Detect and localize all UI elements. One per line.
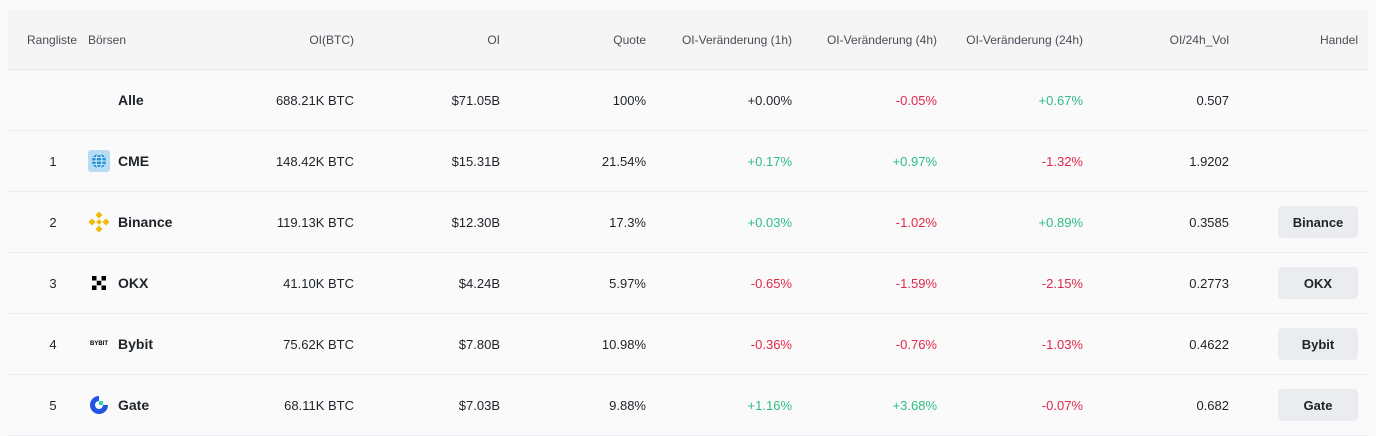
oi-vol-cell: 0.507 bbox=[1196, 92, 1229, 108]
exchange-name: OKX bbox=[118, 275, 149, 291]
table-header: Rangliste Börsen OI(BTC) OI Quote OI-Ver… bbox=[8, 10, 1368, 70]
oi-change-4h-cell: -0.05% bbox=[895, 92, 937, 108]
table-row-okx[interactable]: 3 OKX 41.10K BTC $4.24B 5.97% -0.65% -1.… bbox=[8, 253, 1368, 314]
table-row-cme[interactable]: 1 CME 148.42K BTC $15.31B 21.54% +0.17% … bbox=[8, 131, 1368, 192]
oi-change-24h-cell: -1.03% bbox=[1041, 336, 1083, 352]
exchange-cell: BYBIT Bybit bbox=[88, 314, 153, 374]
oi-vol-cell: 0.2773 bbox=[1189, 275, 1229, 291]
exchange-cell: CME bbox=[88, 131, 149, 191]
header-quote[interactable]: Quote bbox=[613, 32, 646, 47]
trade-cell: Binance bbox=[1278, 192, 1358, 252]
exchange-cell: Binance bbox=[88, 192, 172, 252]
oi-change-4h-cell: -1.02% bbox=[895, 214, 937, 230]
bybit-logo-icon: BYBIT bbox=[88, 333, 110, 355]
header-oi-change-24h[interactable]: OI-Veränderung (24h) bbox=[966, 32, 1083, 47]
oi-btc-cell: 68.11K BTC bbox=[284, 397, 354, 413]
quote-cell: 100% bbox=[612, 92, 646, 108]
oi-change-24h-cell: -0.07% bbox=[1041, 397, 1083, 413]
header-oi-btc[interactable]: OI(BTC) bbox=[309, 32, 354, 47]
oi-change-1h-cell: +0.03% bbox=[747, 214, 792, 230]
oi-btc-cell: 688.21K BTC bbox=[275, 92, 354, 108]
oi-change-24h-cell: -1.32% bbox=[1041, 153, 1083, 169]
table-row-bybit[interactable]: 4 BYBIT Bybit 75.62K BTC $7.80B 10.98% -… bbox=[8, 314, 1368, 375]
oi-cell: $7.80B bbox=[458, 336, 500, 352]
trade-button-gate[interactable]: Gate bbox=[1278, 389, 1358, 421]
oi-change-1h-cell: +0.00% bbox=[747, 92, 792, 108]
header-trade: Handel bbox=[1319, 32, 1358, 47]
gate-logo-icon bbox=[88, 394, 110, 416]
table-row-binance[interactable]: 2 Binance 119.13K BTC $12.30B 17.3% +0.0… bbox=[8, 192, 1368, 253]
quote-cell: 5.97% bbox=[609, 275, 646, 291]
exchange-cell: OKX bbox=[88, 253, 148, 313]
rank-cell: 4 bbox=[49, 336, 57, 352]
rank-cell: 3 bbox=[49, 275, 57, 291]
quote-cell: 9.88% bbox=[609, 397, 646, 413]
okx-logo-icon bbox=[88, 272, 110, 294]
rank-cell: 2 bbox=[49, 214, 57, 230]
oi-btc-cell: 148.42K BTC bbox=[275, 153, 354, 169]
oi-change-1h-cell: -0.65% bbox=[750, 275, 792, 291]
exchange-name: Alle bbox=[118, 92, 144, 108]
oi-change-1h-cell: +1.16% bbox=[747, 397, 792, 413]
oi-vol-cell: 1.9202 bbox=[1189, 153, 1229, 169]
oi-vol-cell: 0.3585 bbox=[1189, 214, 1229, 230]
quote-cell: 21.54% bbox=[601, 153, 646, 169]
table-row-alle[interactable]: Alle 688.21K BTC $71.05B 100% +0.00% -0.… bbox=[8, 70, 1368, 131]
cme-globe-icon bbox=[88, 150, 110, 172]
oi-change-1h-cell: +0.17% bbox=[747, 153, 792, 169]
trade-cell: Bybit bbox=[1278, 314, 1358, 374]
open-interest-table: Rangliste Börsen OI(BTC) OI Quote OI-Ver… bbox=[8, 10, 1368, 436]
header-oi[interactable]: OI bbox=[487, 32, 500, 47]
oi-change-24h-cell: +0.67% bbox=[1038, 92, 1083, 108]
header-oi-vol[interactable]: OI/24h_Vol bbox=[1169, 32, 1229, 47]
oi-cell: $71.05B bbox=[451, 92, 500, 108]
trade-button-okx[interactable]: OKX bbox=[1278, 267, 1358, 299]
bybit-logo-text: BYBIT bbox=[90, 341, 108, 347]
oi-change-24h-cell: -2.15% bbox=[1041, 275, 1083, 291]
oi-cell: $15.31B bbox=[451, 153, 500, 169]
binance-logo-icon bbox=[88, 211, 110, 233]
header-oi-change-4h[interactable]: OI-Veränderung (4h) bbox=[826, 32, 937, 47]
rank-cell bbox=[38, 70, 68, 130]
oi-btc-cell: 41.10K BTC bbox=[283, 275, 354, 291]
oi-change-4h-cell: +3.68% bbox=[892, 397, 937, 413]
oi-change-24h-cell: +0.89% bbox=[1038, 214, 1083, 230]
exchange-name: Bybit bbox=[118, 336, 153, 352]
quote-cell: 17.3% bbox=[609, 214, 646, 230]
header-oi-change-1h[interactable]: OI-Veränderung (1h) bbox=[681, 32, 792, 47]
exchange-name: Binance bbox=[118, 214, 173, 230]
header-rank[interactable]: Rangliste bbox=[27, 32, 78, 47]
oi-change-4h-cell: -0.76% bbox=[895, 336, 937, 352]
oi-change-4h-cell: +0.97% bbox=[892, 153, 937, 169]
table-row-gate[interactable]: 5 Gate 68.11K BTC $7.03B 9.88% +1.16% +3… bbox=[8, 375, 1368, 436]
trade-button-bybit[interactable]: Bybit bbox=[1278, 328, 1358, 360]
oi-btc-cell: 75.62K BTC bbox=[283, 336, 354, 352]
trade-cell: OKX bbox=[1278, 253, 1358, 313]
oi-cell: $7.03B bbox=[458, 397, 500, 413]
rank-cell: 1 bbox=[49, 153, 57, 169]
trade-cell: Gate bbox=[1278, 375, 1358, 435]
exchange-name: CME bbox=[118, 153, 150, 169]
oi-cell: $12.30B bbox=[451, 214, 500, 230]
rank-cell: 5 bbox=[49, 397, 57, 413]
oi-cell: $4.24B bbox=[458, 275, 500, 291]
exchange-cell: Alle bbox=[88, 70, 144, 130]
oi-change-4h-cell: -1.59% bbox=[895, 275, 937, 291]
exchange-name: Gate bbox=[118, 397, 150, 413]
oi-vol-cell: 0.4622 bbox=[1189, 336, 1229, 352]
oi-vol-cell: 0.682 bbox=[1196, 397, 1229, 413]
header-exchange[interactable]: Börsen bbox=[88, 32, 127, 47]
quote-cell: 10.98% bbox=[601, 336, 646, 352]
trade-button-binance[interactable]: Binance bbox=[1278, 206, 1358, 238]
oi-btc-cell: 119.13K BTC bbox=[276, 214, 354, 230]
exchange-cell: Gate bbox=[88, 375, 149, 435]
oi-change-1h-cell: -0.36% bbox=[750, 336, 792, 352]
